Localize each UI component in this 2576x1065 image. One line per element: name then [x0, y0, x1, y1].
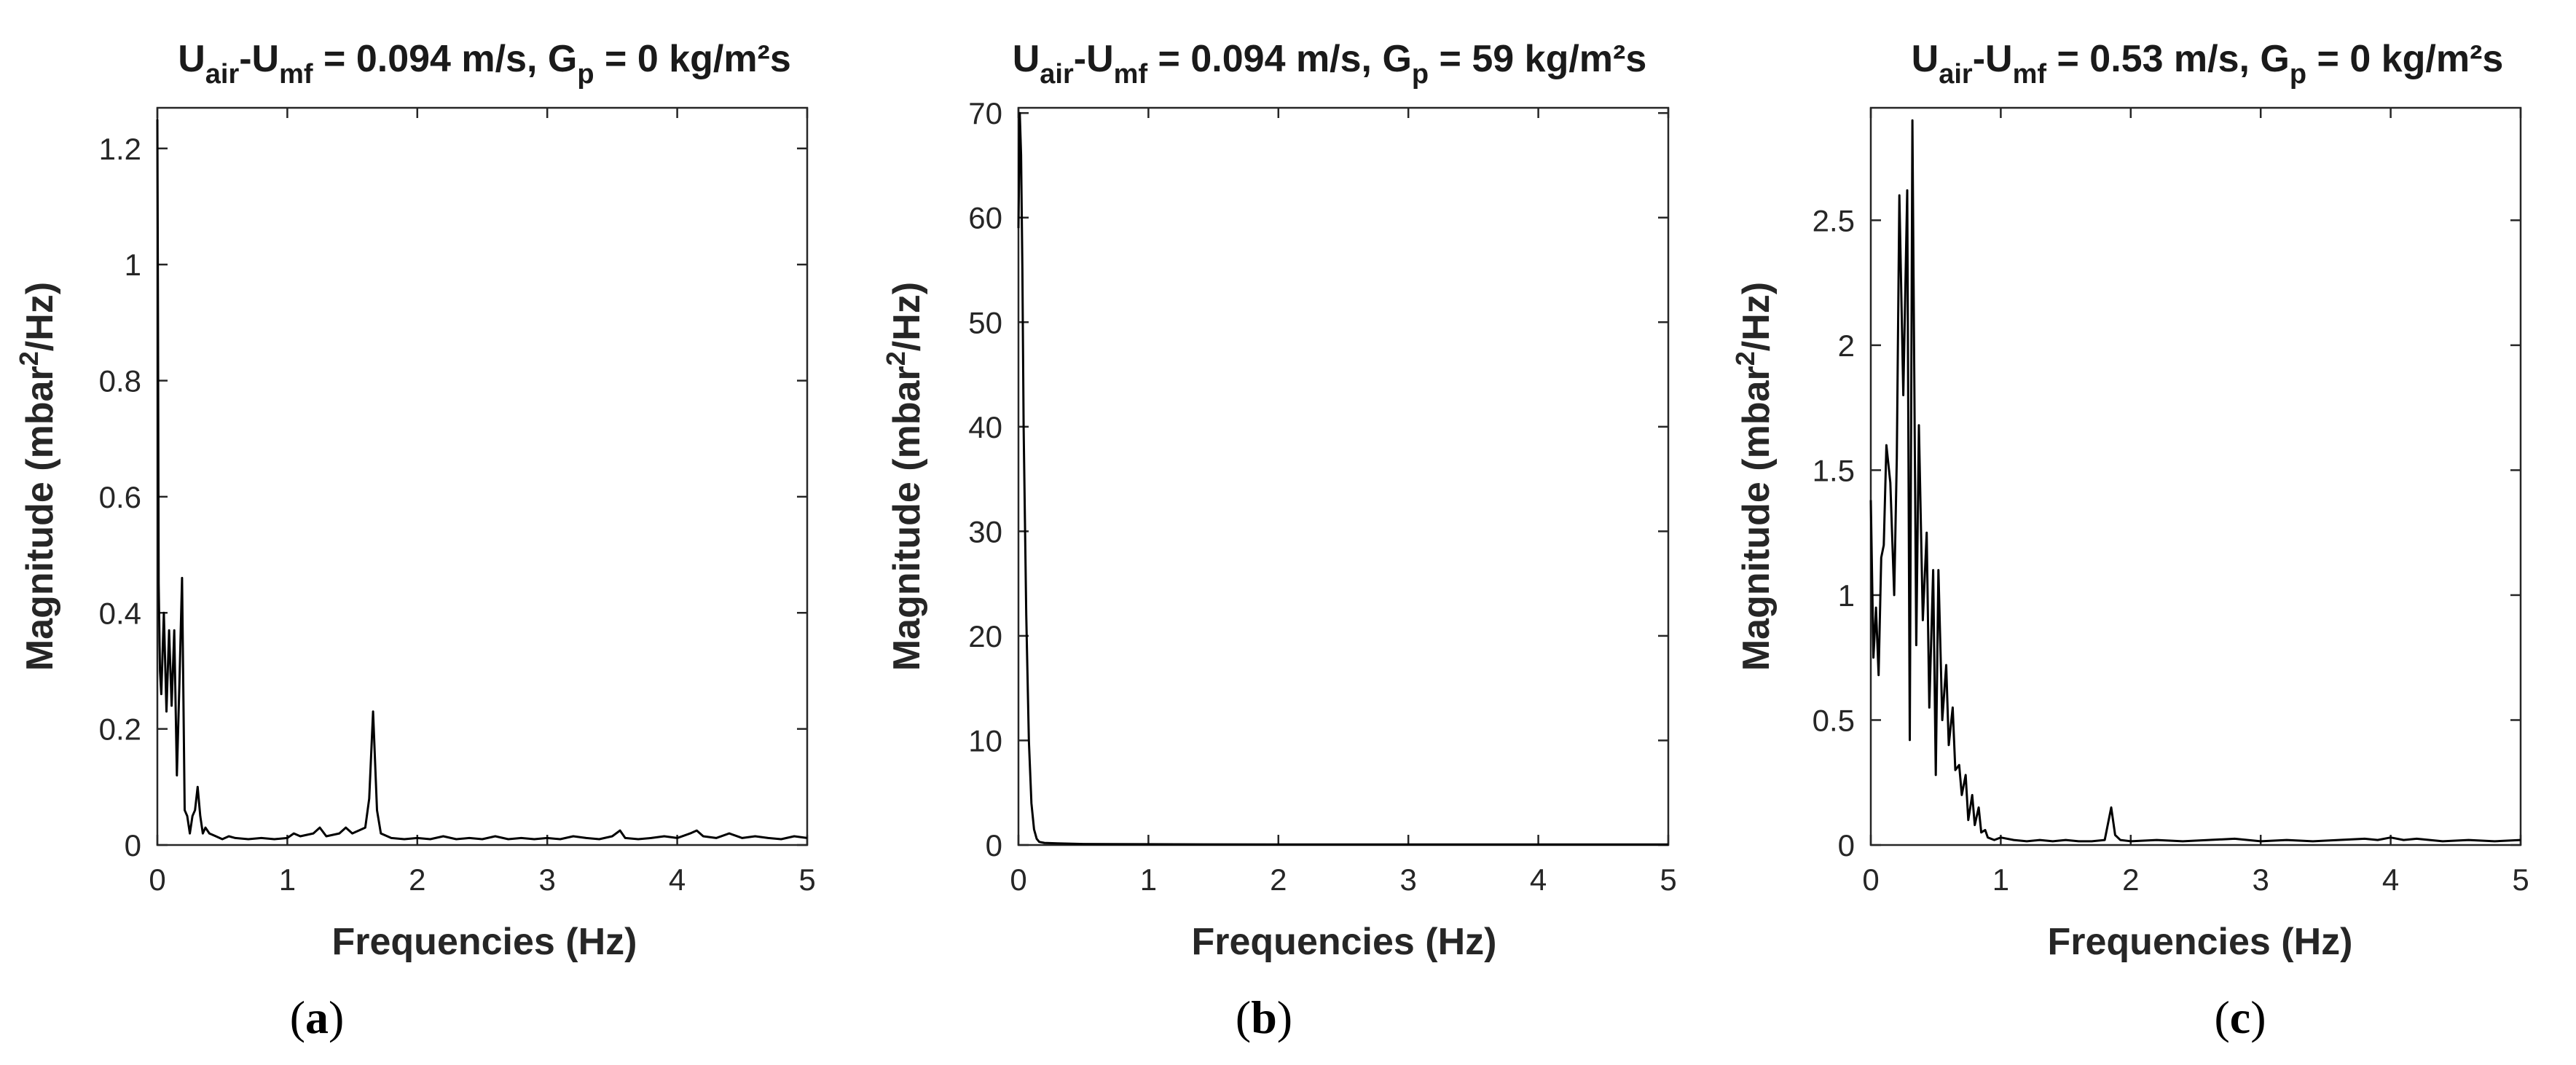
y-tick-label: 40 — [968, 410, 1002, 444]
plot-frame — [1017, 106, 1670, 846]
y-tick-label: 0.2 — [99, 712, 141, 747]
x-tick-label: 0 — [149, 862, 165, 897]
y-tick-label: 30 — [968, 514, 1002, 549]
plot-frame — [156, 106, 809, 846]
x-tick-label: 1 — [279, 862, 296, 897]
spectrum-line — [1869, 119, 2521, 843]
y-tick-label: 2 — [1838, 329, 1855, 363]
tick-marks — [1017, 108, 1670, 846]
x-tick-labels: 0 1 2 3 4 5 — [1862, 862, 2529, 897]
y-tick-label: 0 — [1838, 828, 1855, 862]
y-tick-label: 0.5 — [1813, 703, 1855, 737]
panel-title: Uair-Umf = 0.094 m/s, Gp = 59 kg/m²s — [1013, 38, 1647, 90]
panel-title: Uair-Umf = 0.53 m/s, Gp = 0 kg/m²s — [1912, 38, 2504, 90]
y-tick-label: 1.5 — [1813, 453, 1855, 487]
y-tick-labels: 0 10 20 30 40 50 60 70 — [968, 96, 1002, 862]
x-tick-label: 1 — [1992, 862, 2009, 897]
panel-label: (a) — [290, 991, 345, 1043]
panel-b: Uair-Umf = 0.094 m/s, Gp = 59 kg/m²s 0 1 2… — [881, 38, 1677, 1043]
y-tick-label: 10 — [968, 723, 1002, 758]
y-tick-label: 0.6 — [99, 480, 141, 514]
y-tick-label: 0 — [125, 828, 141, 862]
x-tick-label: 5 — [798, 862, 815, 897]
x-axis-label: Frequencies (Hz) — [1192, 921, 1497, 963]
x-tick-label: 4 — [669, 862, 686, 897]
tick-marks — [1869, 108, 2522, 846]
y-axis-label: Magnitude (mbar2/Hz) — [14, 282, 61, 671]
x-tick-label: 2 — [409, 862, 425, 897]
y-tick-label: 50 — [968, 305, 1002, 339]
spectrum-line — [156, 119, 808, 841]
panel-title: Uair-Umf = 0.094 m/s, Gp = 0 kg/m²s — [178, 38, 791, 90]
spectrum-line — [1017, 111, 1668, 846]
y-tick-label: 70 — [968, 96, 1002, 130]
panel-a: Uair-Umf = 0.094 m/s, Gp = 0 kg/m²s 0 1 2 3… — [14, 38, 816, 1043]
panel-label: (c) — [2214, 991, 2266, 1043]
plot-frame — [1869, 106, 2522, 846]
x-tick-labels: 0 1 2 3 4 5 — [149, 862, 815, 897]
x-tick-label: 0 — [1010, 862, 1026, 897]
x-tick-label: 5 — [1660, 862, 1676, 897]
x-tick-label: 1 — [1140, 862, 1157, 897]
x-tick-label: 4 — [2382, 862, 2399, 897]
x-tick-label: 3 — [2253, 862, 2269, 897]
y-tick-labels: 0 0.2 0.4 0.6 0.8 1 1.2 — [99, 132, 141, 862]
x-tick-labels: 0 1 2 3 4 5 — [1010, 862, 1676, 897]
y-tick-label: 1 — [1838, 578, 1855, 613]
y-tick-label: 1.2 — [99, 132, 141, 166]
x-axis-label: Frequencies (Hz) — [332, 921, 637, 963]
y-tick-label: 0.4 — [99, 596, 141, 630]
x-tick-label: 3 — [1400, 862, 1417, 897]
y-tick-label: 2.5 — [1813, 203, 1855, 237]
x-tick-label: 2 — [2122, 862, 2139, 897]
panel-label: (b) — [1236, 991, 1292, 1043]
y-tick-label: 1 — [125, 248, 141, 282]
x-tick-label: 4 — [1530, 862, 1547, 897]
tick-marks — [156, 108, 809, 846]
x-tick-label: 0 — [1862, 862, 1879, 897]
y-tick-label: 0.8 — [99, 364, 141, 398]
y-tick-label: 60 — [968, 201, 1002, 235]
y-tick-label: 20 — [968, 619, 1002, 653]
y-tick-label: 0 — [986, 828, 1002, 862]
y-tick-labels: 0 0.5 1 1.5 2 2.5 — [1813, 203, 1855, 862]
x-axis-label: Frequencies (Hz) — [2048, 921, 2353, 963]
x-tick-label: 3 — [539, 862, 556, 897]
x-tick-label: 2 — [1270, 862, 1287, 897]
x-tick-label: 5 — [2512, 862, 2529, 897]
y-axis-label: Magnitude (mbar2/Hz) — [1730, 282, 1778, 671]
panel-c: Uair-Umf = 0.53 m/s, Gp = 0 kg/m²s 0 1 2 3 4… — [1730, 38, 2529, 1043]
y-axis-label: Magnitude (mbar2/Hz) — [881, 282, 928, 671]
